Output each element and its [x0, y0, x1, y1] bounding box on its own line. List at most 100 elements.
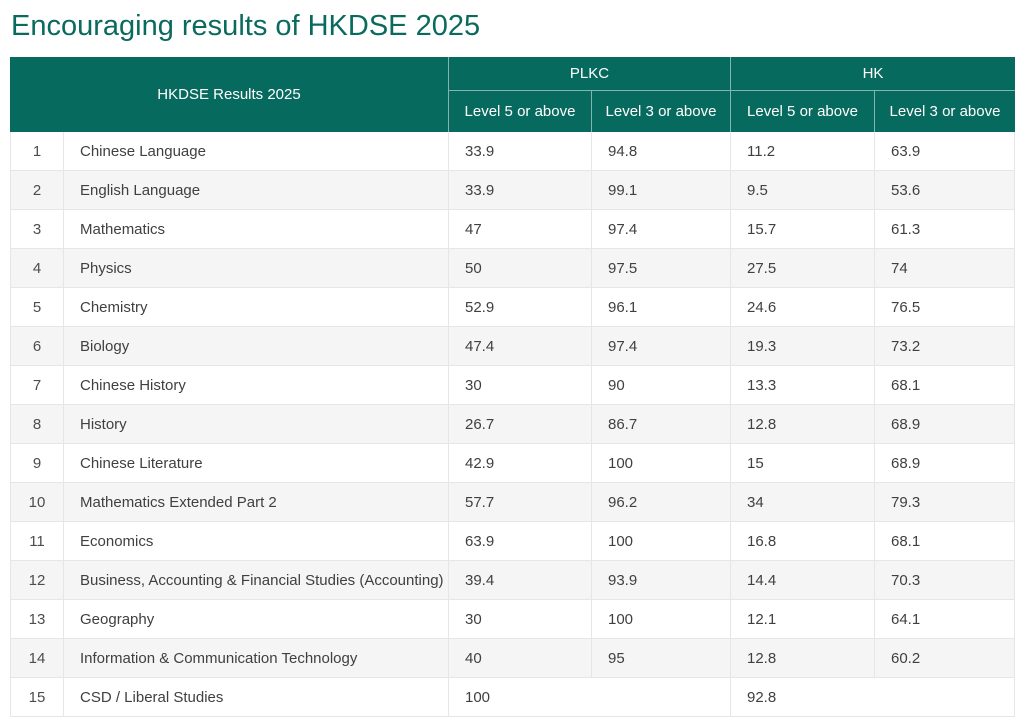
- table-header: HKDSE Results 2025 PLKC HK Level 5 or ab…: [10, 57, 1015, 132]
- value-cell: 39.4: [449, 561, 592, 600]
- value-cell: 97.4: [592, 210, 731, 249]
- row-number: 12: [10, 561, 64, 600]
- value-cell: 52.9: [449, 288, 592, 327]
- subject-cell: Mathematics Extended Part 2: [64, 483, 449, 522]
- group-header-row: HKDSE Results 2025 PLKC HK: [10, 57, 1015, 132]
- table-row: 14 Information & Communication Technolog…: [10, 639, 1015, 678]
- value-cell: 68.9: [875, 444, 1015, 483]
- value-cell: 100: [592, 522, 731, 561]
- value-cell: 53.6: [875, 171, 1015, 210]
- value-cell: 12.1: [731, 600, 875, 639]
- row-number: 13: [10, 600, 64, 639]
- subject-cell: Geography: [64, 600, 449, 639]
- value-cell: 95: [592, 639, 731, 678]
- table-row-last: 15 CSD / Liberal Studies 100 92.8: [10, 678, 1015, 717]
- value-cell: 50: [449, 249, 592, 288]
- value-cell: 96.2: [592, 483, 731, 522]
- value-cell: 68.1: [875, 366, 1015, 405]
- subject-cell: Business, Accounting & Financial Studies…: [64, 561, 449, 600]
- subject-cell: Chinese History: [64, 366, 449, 405]
- value-cell: 24.6: [731, 288, 875, 327]
- sub-header-row: Level 5 or above Level 3 or above Level …: [10, 91, 1015, 132]
- value-cell: 94.8: [592, 132, 731, 171]
- value-cell: 9.5: [731, 171, 875, 210]
- value-cell: 90: [592, 366, 731, 405]
- table-row: 10 Mathematics Extended Part 2 57.7 96.2…: [10, 483, 1015, 522]
- value-cell: 76.5: [875, 288, 1015, 327]
- subject-cell: Chinese Literature: [64, 444, 449, 483]
- value-cell: 93.9: [592, 561, 731, 600]
- value-cell: 16.8: [731, 522, 875, 561]
- subheader-plkc-level3: Level 3 or above: [592, 91, 731, 132]
- value-cell: 57.7: [449, 483, 592, 522]
- value-cell: 64.1: [875, 600, 1015, 639]
- value-cell: 42.9: [449, 444, 592, 483]
- value-cell: 11.2: [731, 132, 875, 171]
- row-number: 5: [10, 288, 64, 327]
- value-cell: 14.4: [731, 561, 875, 600]
- value-cell: 30: [449, 600, 592, 639]
- value-cell: 61.3: [875, 210, 1015, 249]
- value-cell: 13.3: [731, 366, 875, 405]
- row-number: 14: [10, 639, 64, 678]
- value-cell: 99.1: [592, 171, 731, 210]
- row-number: 3: [10, 210, 64, 249]
- value-cell: 100: [592, 600, 731, 639]
- table-row: 12 Business, Accounting & Financial Stud…: [10, 561, 1015, 600]
- row-number: 4: [10, 249, 64, 288]
- table-row: 8 History 26.7 86.7 12.8 68.9: [10, 405, 1015, 444]
- table-row: 11 Economics 63.9 100 16.8 68.1: [10, 522, 1015, 561]
- value-cell: 73.2: [875, 327, 1015, 366]
- value-cell: 12.8: [731, 639, 875, 678]
- value-cell: 60.2: [875, 639, 1015, 678]
- subject-cell: Chemistry: [64, 288, 449, 327]
- value-cell: 86.7: [592, 405, 731, 444]
- value-cell: 47: [449, 210, 592, 249]
- value-cell: 19.3: [731, 327, 875, 366]
- row-number: 15: [10, 678, 64, 717]
- table-row: 4 Physics 50 97.5 27.5 74: [10, 249, 1015, 288]
- table-row: 5 Chemistry 52.9 96.1 24.6 76.5: [10, 288, 1015, 327]
- table-row: 2 English Language 33.9 99.1 9.5 53.6: [10, 171, 1015, 210]
- value-cell: 70.3: [875, 561, 1015, 600]
- value-cell: 96.1: [592, 288, 731, 327]
- value-cell: 30: [449, 366, 592, 405]
- subheader-hk-level5: Level 5 or above: [731, 91, 875, 132]
- subject-cell: Information & Communication Technology: [64, 639, 449, 678]
- value-cell: 27.5: [731, 249, 875, 288]
- row-number: 6: [10, 327, 64, 366]
- subheader-hk-level3: Level 3 or above: [875, 91, 1015, 132]
- value-cell: 33.9: [449, 171, 592, 210]
- value-cell-hk-merged: 92.8: [731, 678, 1015, 717]
- value-cell: 63.9: [875, 132, 1015, 171]
- subject-cell: Biology: [64, 327, 449, 366]
- row-number: 10: [10, 483, 64, 522]
- row-number: 2: [10, 171, 64, 210]
- value-cell-plkc-merged: 100: [449, 678, 731, 717]
- value-cell: 40: [449, 639, 592, 678]
- results-table: HKDSE Results 2025 PLKC HK Level 5 or ab…: [10, 57, 1015, 717]
- corner-header: HKDSE Results 2025: [10, 57, 449, 132]
- row-number: 1: [10, 132, 64, 171]
- value-cell: 33.9: [449, 132, 592, 171]
- subject-cell: Physics: [64, 249, 449, 288]
- value-cell: 47.4: [449, 327, 592, 366]
- row-number: 8: [10, 405, 64, 444]
- page-title: Encouraging results of HKDSE 2025: [11, 10, 481, 42]
- value-cell: 74: [875, 249, 1015, 288]
- value-cell: 79.3: [875, 483, 1015, 522]
- value-cell: 97.5: [592, 249, 731, 288]
- subject-cell: Economics: [64, 522, 449, 561]
- table-body: 1 Chinese Language 33.9 94.8 11.2 63.9 2…: [10, 132, 1015, 717]
- group-header-plkc: PLKC: [449, 57, 731, 91]
- table-row: 6 Biology 47.4 97.4 19.3 73.2: [10, 327, 1015, 366]
- subject-cell: History: [64, 405, 449, 444]
- subject-cell: English Language: [64, 171, 449, 210]
- value-cell: 63.9: [449, 522, 592, 561]
- subject-cell: CSD / Liberal Studies: [64, 678, 449, 717]
- table-row: 3 Mathematics 47 97.4 15.7 61.3: [10, 210, 1015, 249]
- value-cell: 15.7: [731, 210, 875, 249]
- value-cell: 34: [731, 483, 875, 522]
- value-cell: 15: [731, 444, 875, 483]
- subject-cell: Chinese Language: [64, 132, 449, 171]
